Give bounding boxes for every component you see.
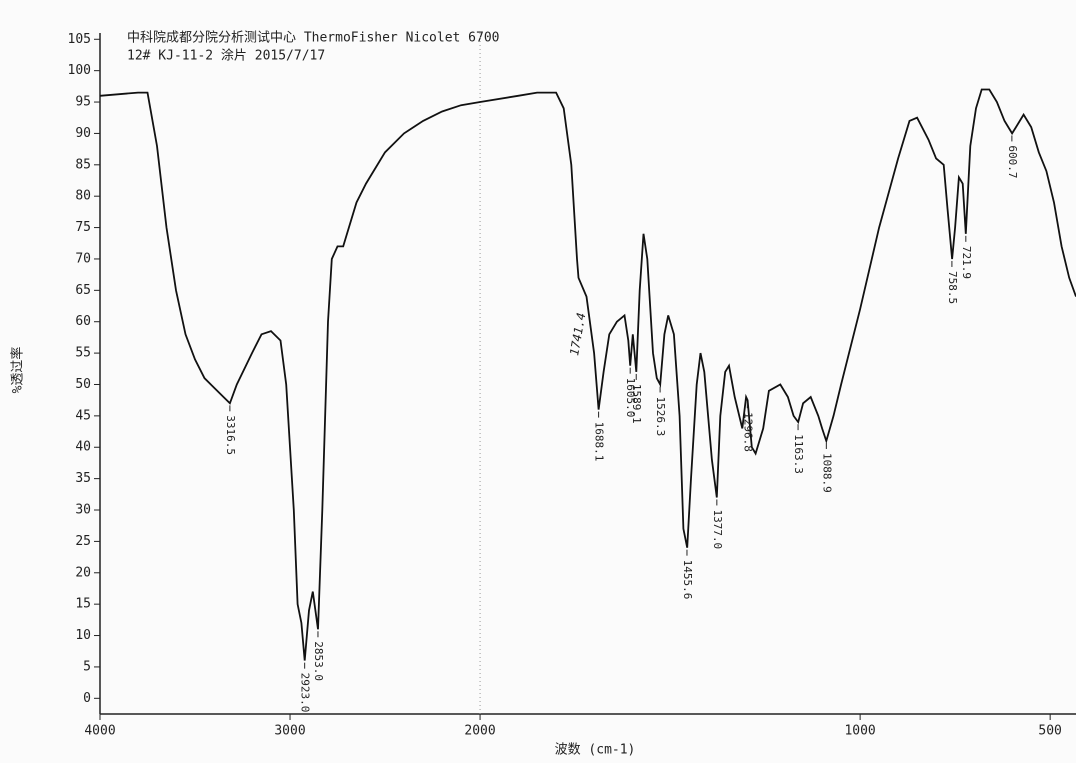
y-tick-label: 40 [75,440,91,455]
x-tick-label: 4000 [84,724,115,739]
y-tick-label: 35 [75,471,91,486]
chart-title: 中科院成都分院分析测试中心 ThermoFisher Nicolet 6700 [127,31,500,46]
y-tick-label: 75 [75,220,91,235]
y-tick-label: 20 [75,565,91,580]
peak-label: 1088.9 [820,453,833,493]
chart-subtitle: 12# KJ-11-2 涂片 2015/7/17 [127,48,325,64]
y-tick-label: 80 [75,189,91,204]
peak-label: 2853.0 [312,641,325,681]
y-tick-label: 25 [75,534,91,549]
y-tick-label: 60 [75,314,91,329]
y-tick-label: 50 [75,377,91,392]
peak-label: 1688.1 [593,422,606,462]
x-tick-label: 500 [1038,724,1061,739]
y-tick-label: 0 [83,691,91,706]
y-tick-label: 55 [75,346,91,361]
peak-label: 1296.8 [741,412,754,452]
peak-label: 1605.0 [624,378,637,418]
peak-label: 2923.0 [299,673,312,713]
y-tick-label: 10 [75,628,91,643]
y-tick-label: 100 [68,63,91,78]
y-axis-label: %透过率 [10,347,26,394]
peak-label: 1377.0 [711,509,724,549]
y-tick-label: 5 [83,659,91,674]
peak-label: 1526.3 [654,396,667,436]
x-tick-label: 3000 [274,724,305,739]
handwritten-note: 1741.4 [567,312,588,357]
peak-label: 3316.5 [224,415,237,455]
peak-label: 758.5 [946,271,959,304]
y-tick-label: 105 [68,32,91,47]
peak-label: 600.7 [1006,145,1019,178]
y-tick-label: 30 [75,503,91,518]
peak-label: 1589.1 [630,384,643,424]
y-tick-label: 90 [75,126,91,141]
peak-label: 721.9 [960,246,973,279]
y-tick-label: 70 [75,251,91,266]
y-tick-label: 85 [75,157,91,172]
y-tick-label: 95 [75,95,91,110]
y-tick-label: 15 [75,597,91,612]
x-tick-label: 1000 [844,724,875,739]
y-tick-label: 65 [75,283,91,298]
x-axis-label: 波数 (cm-1) [555,743,636,758]
peak-label: 1455.6 [681,560,694,600]
x-tick-label: 2000 [464,724,495,739]
peak-label: 1163.3 [792,434,805,474]
y-tick-label: 45 [75,408,91,423]
spectrum-line [99,88,1076,661]
